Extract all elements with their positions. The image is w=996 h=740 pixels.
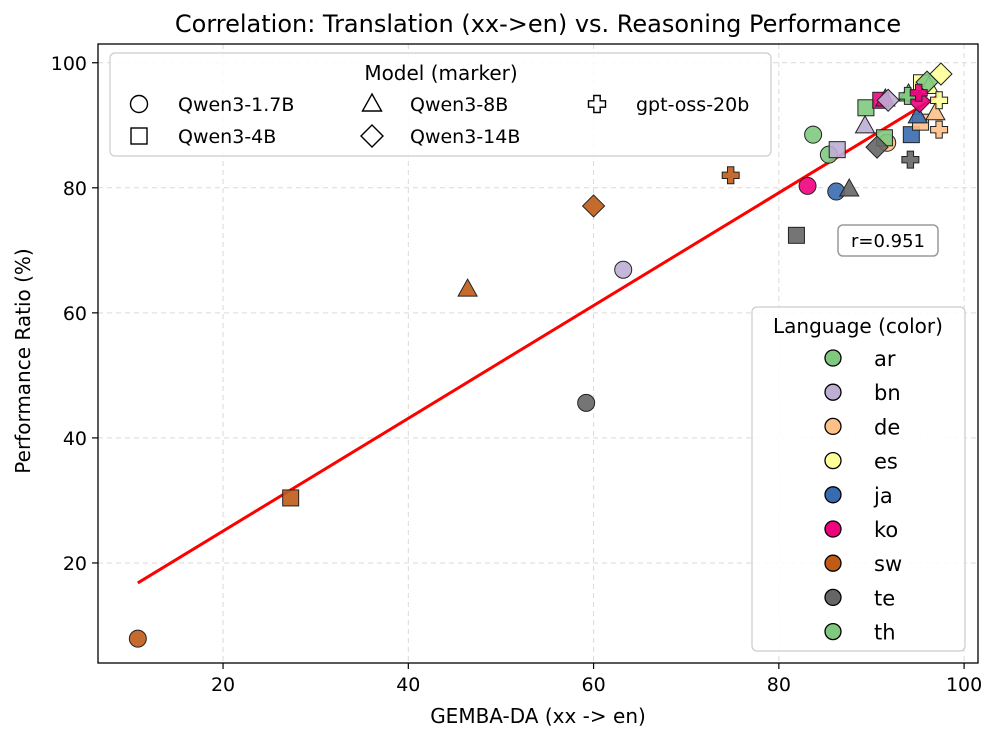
language-legend-marker <box>824 520 842 538</box>
language-legend-title: Language (color) <box>773 314 943 338</box>
point-qwen3-14b-te <box>865 135 889 159</box>
model-legend-label: Qwen3-14B <box>410 126 520 148</box>
y-tick-label: 80 <box>63 178 87 200</box>
point-qwen3-1-7b-sw <box>128 629 147 648</box>
point-qwen3-8b-de <box>925 101 946 121</box>
language-legend-label: th <box>874 621 896 645</box>
point-qwen3-4b-th <box>857 99 875 117</box>
language-legend-marker <box>824 383 842 401</box>
point-qwen3-4b-te <box>787 226 805 244</box>
point-qwen3-14b-bn <box>876 88 900 112</box>
fit-line-layer <box>137 93 940 585</box>
point-qwen3-14b-es <box>929 62 953 86</box>
point-gpt-oss-20b-ko <box>909 83 928 102</box>
language-legend: Language (color) ar bn de es ja ko sw te th <box>751 306 966 652</box>
language-legend-label: es <box>874 450 898 474</box>
model-legend-title: Model (marker) <box>364 61 517 85</box>
point-qwen3-8b-sw <box>457 278 478 297</box>
correlation-annotation: r=0.951 <box>837 224 939 257</box>
x-tick-label: 100 <box>946 674 982 696</box>
plot-frame <box>97 43 979 664</box>
language-legend-marker <box>824 417 842 436</box>
language-legend-marker <box>824 622 842 641</box>
point-qwen3-4b-bn <box>828 141 846 159</box>
x-tick-label: 40 <box>396 674 420 696</box>
point-qwen3-4b-ja <box>902 126 920 144</box>
y-tick-label: 20 <box>63 553 87 575</box>
point-gpt-oss-20b-es <box>930 91 949 110</box>
language-legend-label: te <box>874 586 895 610</box>
model-legend-marker-square <box>130 127 148 145</box>
language-legend-marker <box>824 588 842 607</box>
correlation-label: r=0.951 <box>851 231 925 252</box>
regression-fit-line <box>137 93 940 585</box>
language-legend-label: de <box>874 415 900 439</box>
language-legend-marker <box>824 486 842 504</box>
axis-ticks: 20 40 60 80 100 20 40 60 80 100 <box>51 53 983 696</box>
language-legend-label: ko <box>874 518 898 542</box>
y-tick-label: 60 <box>63 303 87 325</box>
model-legend-label: Qwen3-1.7B <box>178 94 294 116</box>
point-qwen3-1-7b-ko <box>798 176 817 195</box>
model-legend-label: Qwen3-4B <box>178 126 276 148</box>
chart-title: Correlation: Translation (xx->en) vs. Re… <box>175 10 901 38</box>
point-qwen3-1-7b-bn <box>614 260 633 279</box>
language-legend-label: ja <box>873 484 893 508</box>
point-qwen3-8b-ja <box>907 104 929 124</box>
model-legend: Model (marker) Qwen3-1.7B Qwen3-4B Qwen3-8… <box>109 52 772 157</box>
language-legend-label: ar <box>874 347 896 371</box>
model-legend-marker-plus <box>587 94 607 114</box>
point-qwen3-4b-sw <box>282 489 300 507</box>
model-legend-marker-diamond <box>360 124 384 148</box>
y-axis-label: Performance Ratio (%) <box>11 248 35 473</box>
point-gpt-oss-20b-te <box>901 150 920 169</box>
language-legend-label: bn <box>874 381 901 405</box>
point-qwen3-1-7b-ar <box>804 125 823 144</box>
language-legend-marker <box>824 554 842 572</box>
model-legend-label: gpt-oss-20b <box>636 94 749 116</box>
model-legend-marker-circle <box>129 94 149 114</box>
model-legend-marker-triangle <box>361 92 383 112</box>
y-tick-label: 100 <box>51 53 87 75</box>
language-legend-marker <box>824 451 842 470</box>
point-qwen3-8b-te <box>838 178 860 197</box>
language-legend-marker <box>824 349 842 367</box>
x-axis-label: GEMBA-DA (xx -> en) <box>430 704 646 728</box>
point-gpt-oss-20b-de <box>930 120 949 139</box>
x-tick-label: 80 <box>767 674 791 696</box>
point-gpt-oss-20b-sw <box>721 166 740 185</box>
y-tick-label: 40 <box>63 428 87 450</box>
point-qwen3-1-7b-te <box>577 393 596 412</box>
point-qwen3-8b-bn <box>854 114 876 134</box>
x-tick-label: 20 <box>211 674 235 696</box>
model-legend-label: Qwen3-8B <box>410 94 508 116</box>
point-qwen3-14b-sw <box>581 194 606 218</box>
language-legend-label: sw <box>874 552 902 576</box>
x-tick-label: 60 <box>581 674 605 696</box>
data-points <box>128 62 953 648</box>
